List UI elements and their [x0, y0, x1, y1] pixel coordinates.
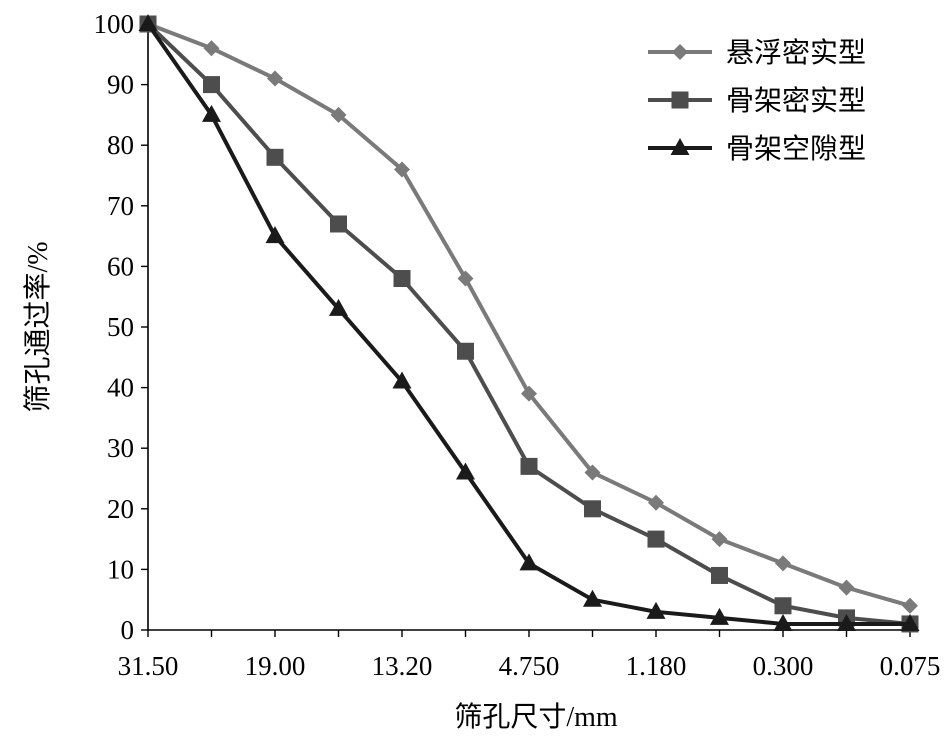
data-point [456, 462, 475, 480]
y-tick-label: 80 [107, 130, 134, 160]
data-point [203, 76, 220, 94]
x-tick-label: 31.50 [118, 651, 179, 681]
y-tick-label: 10 [107, 554, 134, 584]
legend-label: 悬浮密实型 [726, 37, 866, 69]
data-point [393, 270, 411, 288]
legend-item: 骨架密实型 [648, 85, 866, 117]
data-point [584, 464, 601, 481]
data-point [203, 40, 220, 57]
ticks: 0 10 20 30 40 50 60 70 80 90 100 31.50 19.00 13.20 4.7… [94, 9, 941, 681]
x-tick-label: 0.300 [753, 651, 814, 681]
data-point [710, 607, 729, 625]
data-point [900, 613, 920, 631]
legend-item: 骨架空隙型 [648, 133, 866, 165]
x-tick-label: 0.075 [880, 651, 941, 681]
data-point [648, 494, 664, 511]
data-point [711, 566, 728, 584]
data-point [392, 371, 412, 389]
data-point [330, 106, 347, 123]
data-point [902, 597, 918, 614]
data-point [646, 601, 666, 619]
legend-swatch-marker [671, 91, 689, 109]
data-point [775, 555, 791, 572]
legend-label: 骨架密实型 [726, 85, 866, 117]
data-point [457, 270, 474, 287]
series-diamond [140, 16, 918, 614]
data-point [394, 161, 410, 178]
data-point [267, 70, 283, 87]
y-tick-label: 60 [107, 251, 134, 281]
data-point [266, 148, 284, 166]
y-tick-label: 20 [107, 494, 134, 524]
data-point [837, 613, 856, 631]
y-tick-label: 70 [107, 191, 134, 221]
y-tick-label: 40 [107, 373, 134, 403]
y-tick-label: 30 [107, 433, 134, 463]
data-point [330, 215, 347, 233]
data-point [519, 553, 539, 571]
data-point [521, 385, 537, 402]
data-point [647, 530, 665, 548]
data-point [838, 579, 855, 596]
data-point [265, 226, 285, 244]
x-tick-label: 19.00 [245, 651, 306, 681]
x-tick-label: 4.750 [499, 651, 560, 681]
y-axis-title: 筛孔通过率/% [22, 241, 54, 412]
y-tick-label: 90 [107, 70, 134, 100]
data-point [583, 589, 602, 607]
legend-item: 悬浮密实型 [648, 37, 866, 69]
data-point [711, 531, 728, 548]
data-point [457, 342, 474, 360]
y-tick-label: 100 [94, 9, 135, 39]
y-tick-label: 0 [121, 615, 135, 645]
series-triangle [138, 14, 920, 631]
data-point [773, 613, 793, 631]
x-axis-title: 筛孔尺寸/mm [454, 701, 618, 733]
data-point [520, 457, 538, 475]
data-point [329, 298, 348, 316]
data-point [584, 500, 601, 518]
x-tick-label: 1.180 [626, 651, 687, 681]
legend-swatch-marker [670, 138, 690, 155]
series-layer [138, 14, 920, 633]
legend-swatch-marker [672, 44, 688, 60]
data-point [138, 14, 158, 31]
y-tick-label: 50 [107, 312, 134, 342]
data-point [202, 104, 221, 122]
data-point [774, 597, 792, 615]
legend-label: 骨架空隙型 [726, 133, 866, 165]
x-tick-label: 13.20 [372, 651, 433, 681]
